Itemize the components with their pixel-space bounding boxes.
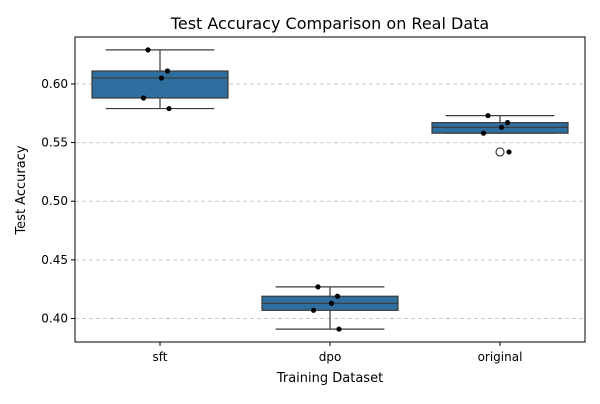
data-point	[334, 293, 341, 299]
data-point	[506, 149, 512, 155]
data-point	[145, 47, 151, 53]
data-point	[485, 112, 491, 119]
gridlines	[75, 83, 585, 320]
box-original	[431, 114, 569, 157]
data-point	[140, 95, 147, 101]
data-point	[164, 68, 171, 74]
data-point	[498, 124, 505, 130]
box-sft	[91, 49, 229, 110]
data-point	[328, 300, 335, 306]
data-point	[158, 75, 165, 81]
data-points	[140, 47, 512, 332]
y-axis-label: Test Accuracy	[14, 145, 29, 235]
y-tick-label: 0.55	[41, 136, 68, 150]
data-point	[315, 284, 321, 290]
x-tick-label: dpo	[319, 350, 342, 364]
y-tick-label: 0.40	[41, 312, 68, 326]
data-point	[504, 120, 511, 126]
x-tick-label: sft	[153, 350, 168, 364]
data-point	[336, 326, 342, 332]
x-axis-ticks: sft dpo original	[153, 342, 523, 364]
data-point	[310, 307, 317, 313]
x-tick-label: original	[478, 350, 523, 364]
y-axis-ticks: 0.40 0.45 0.50 0.55 0.60	[41, 77, 75, 326]
iqr-box	[91, 70, 229, 99]
box-dpo	[261, 286, 399, 330]
y-tick-label: 0.50	[41, 194, 68, 208]
y-tick-label: 0.60	[41, 77, 68, 91]
x-axis-label: Training Dataset	[276, 371, 383, 386]
data-point	[480, 130, 487, 136]
chart-title: Test Accuracy Comparison on Real Data	[170, 14, 489, 33]
y-tick-label: 0.45	[41, 253, 68, 267]
boxes	[91, 49, 569, 330]
outlier-marker	[495, 147, 505, 157]
data-point	[166, 105, 172, 112]
